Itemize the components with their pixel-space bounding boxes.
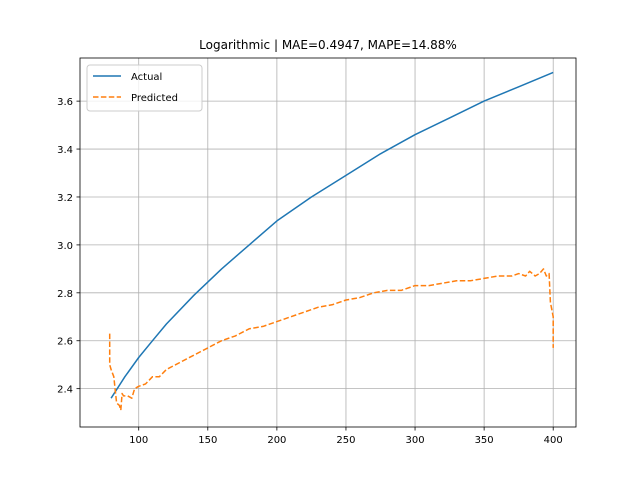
y-tick-label: 3.0 [57, 241, 73, 252]
series-line-predicted [108, 268, 554, 411]
x-tick-label: 350 [475, 435, 494, 446]
series-line-actual [110, 71, 554, 399]
x-tick-label: 300 [405, 435, 424, 446]
x-tick-label: 200 [267, 435, 286, 446]
y-tick-label: 2.4 [57, 385, 73, 396]
x-tick-label: 400 [544, 435, 563, 446]
x-tick-label: 250 [336, 435, 355, 446]
legend-label-predicted: Predicted [131, 93, 178, 104]
series-group [108, 71, 554, 411]
chart-title: Logarithmic | MAE=0.4947, MAPE=14.88% [199, 38, 457, 52]
x-tick-label: 100 [129, 435, 148, 446]
y-axis: 2.4 2.6 2.8 3.0 3.2 3.4 3.6 [57, 97, 80, 396]
x-axis: 100 150 200 250 300 350 400 [129, 427, 563, 446]
y-tick-label: 2.6 [57, 337, 73, 348]
x-tick-label: 150 [198, 435, 217, 446]
grid [80, 58, 576, 427]
y-tick-label: 2.8 [57, 289, 73, 300]
y-tick-label: 3.6 [57, 97, 73, 108]
y-tick-label: 3.2 [57, 193, 73, 204]
axes-frame [79, 57, 577, 428]
legend-label-actual: Actual [131, 72, 162, 83]
legend: Actual Predicted [86, 64, 203, 112]
y-tick-label: 3.4 [57, 145, 73, 156]
